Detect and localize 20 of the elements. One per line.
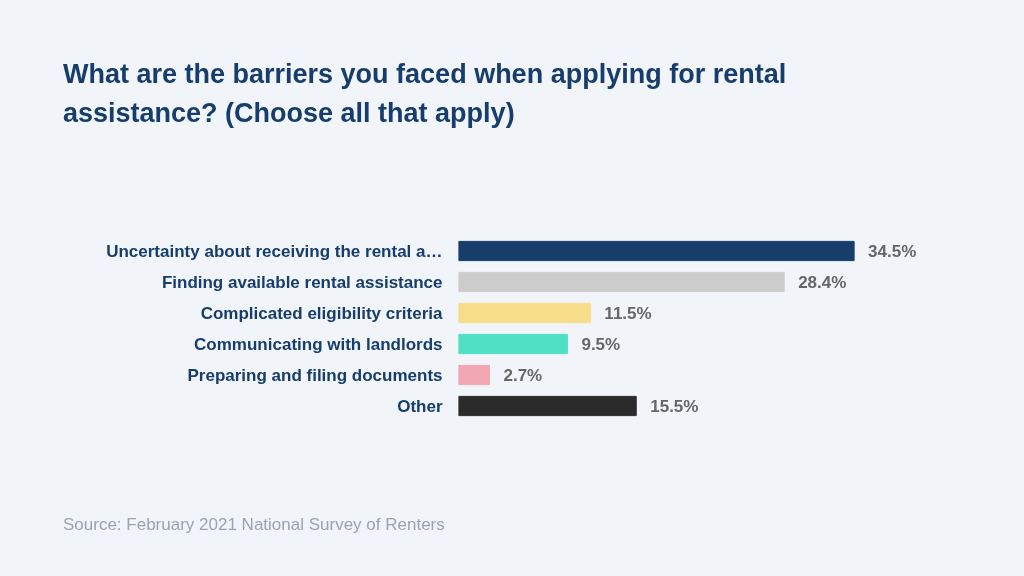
data-label: 9.5% [581,334,621,354]
bar [458,240,855,262]
y-tick-label: Uncertainty about receiving the rental a… [106,241,443,261]
y-tick-label: Other [397,396,443,416]
y-tick-label: Communicating with landlords [194,334,443,354]
source-note: Source: February 2021 National Survey of Renters [63,514,445,536]
y-tick-label: Complicated eligibility criteria [200,303,444,323]
chart-title: What are the barriers you faced when applying for rental assistance? (Choose all that apply) [63,58,788,131]
bar [458,271,785,293]
y-tick-label: Finding available rental assistance [161,272,443,292]
bar [458,395,637,417]
data-label: 15.5% [650,396,699,416]
data-label: 2.7% [503,365,543,385]
y-tick-label: Preparing and filing documents [187,365,443,385]
bar [458,333,568,355]
data-label: 11.5% [604,303,652,323]
data-label: 28.4% [798,272,847,292]
bar [458,364,490,386]
bar [458,302,591,324]
data-label: 34.5% [868,241,917,261]
